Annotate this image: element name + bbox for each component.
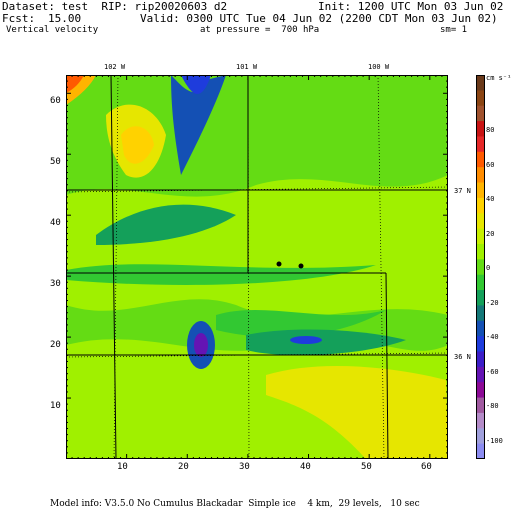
colorbar-swatch [476, 290, 485, 306]
colorbar-tick-label: -60 [486, 367, 499, 376]
colorbar-unit: cm s⁻¹ [486, 74, 512, 82]
colorbar-swatch [476, 274, 485, 291]
y-tick-label: 40 [50, 218, 61, 228]
colorbar-tick-label: 0 [486, 264, 491, 272]
colorbar-swatch [476, 443, 485, 459]
colorbar-swatch [476, 320, 485, 337]
latitude-label-37n: 37 N [454, 187, 471, 195]
x-tick-label: 10 [117, 462, 128, 472]
plot-band-dark [246, 329, 406, 356]
colorbar [476, 75, 485, 459]
y-tick-label: 20 [50, 340, 61, 350]
colorbar-border [476, 75, 485, 459]
colorbar-tick-label: 60 [486, 160, 495, 169]
latitude-label-36n: 36 N [454, 353, 471, 361]
colorbar-swatch [476, 182, 485, 199]
model-info: Model info: V3.5.0 No Cumulus Blackadar … [50, 499, 420, 509]
graticule [66, 75, 448, 459]
station-marker [298, 263, 304, 269]
colorbar-swatch [476, 397, 485, 414]
y-tick-label: 60 [50, 96, 61, 106]
x-tick-label: 60 [421, 462, 432, 472]
colorbar-swatch [476, 382, 485, 399]
plot-corner-red [66, 75, 84, 93]
plot-band-north [96, 204, 236, 245]
plot-region-blue-north [171, 75, 226, 175]
colorbar-tick-label: -100 [486, 436, 503, 445]
valid-time: Valid: 0300 UTC Tue 04 Jun 02 (2200 CDT … [140, 12, 498, 25]
colorbar-swatch [476, 336, 485, 352]
plot-region-purple-core [194, 333, 208, 357]
longitude-label-100w: 100 W [368, 63, 390, 71]
y-tick-label: 30 [50, 279, 61, 289]
forecast-value: 15.00 [48, 12, 82, 25]
colorbar-swatch [476, 351, 485, 368]
pressure-level: at pressure = 700 hPa [200, 25, 320, 35]
plot-band-mid [66, 264, 376, 285]
colorbar-swatch [476, 167, 485, 184]
plot-region-gold [121, 126, 154, 164]
field-name: Vertical velocity [6, 25, 99, 35]
init-time: Init: 1200 UTC Mon 03 Jun 02 [318, 0, 504, 13]
colorbar-swatch [476, 228, 485, 245]
plot-region-light [66, 175, 448, 317]
colorbar-swatch [476, 243, 485, 260]
plot-region-blue-core [181, 75, 211, 94]
y-tick-label: 10 [50, 401, 61, 411]
colorbar-swatch [476, 90, 485, 107]
colorbar-tick-label: -80 [486, 402, 499, 410]
x-tick-label: 50 [361, 462, 372, 472]
colorbar-swatch [476, 259, 485, 276]
colorbar-swatch [476, 136, 485, 153]
colorbar-tick-label: -20 [486, 298, 499, 307]
boundary-lines [66, 75, 448, 459]
x-tick-label: 40 [300, 462, 311, 472]
colorbar-swatch [476, 75, 485, 91]
plot-band-south [216, 310, 386, 338]
smoothing-label: sm= 1 [440, 25, 468, 35]
dataset-label: Dataset: test RIP: rip20020603 d2 [2, 0, 228, 13]
colorbar-swatch [476, 151, 485, 168]
station-marker [276, 261, 282, 267]
plot-border [66, 75, 448, 459]
longitude-label-102w: 102 W [104, 63, 126, 71]
colorbar-tick-label: 80 [486, 126, 495, 134]
colorbar-swatch [476, 305, 485, 322]
colorbar-swatch [476, 105, 485, 122]
colorbar-swatch [476, 197, 485, 214]
colorbar-tick-label: 20 [486, 229, 495, 238]
x-tick-label: 30 [239, 462, 250, 472]
colorbar-swatch [476, 412, 485, 429]
colorbar-swatch [476, 366, 485, 383]
colorbar-swatch [476, 428, 485, 445]
y-tick-label: 50 [50, 157, 61, 167]
plot-region-blue-streak [290, 336, 322, 344]
colorbar-swatch [476, 121, 485, 137]
plot-region-yellow-south [266, 365, 448, 459]
forecast-label: Fcst: [2, 12, 36, 25]
contour-plot [66, 75, 448, 459]
colorbar-swatch [476, 213, 485, 230]
x-tick-label: 20 [178, 462, 189, 472]
colorbar-tick-label: 40 [486, 195, 495, 203]
longitude-label-101w: 101 W [236, 63, 258, 71]
colorbar-tick-label: -40 [486, 333, 499, 341]
